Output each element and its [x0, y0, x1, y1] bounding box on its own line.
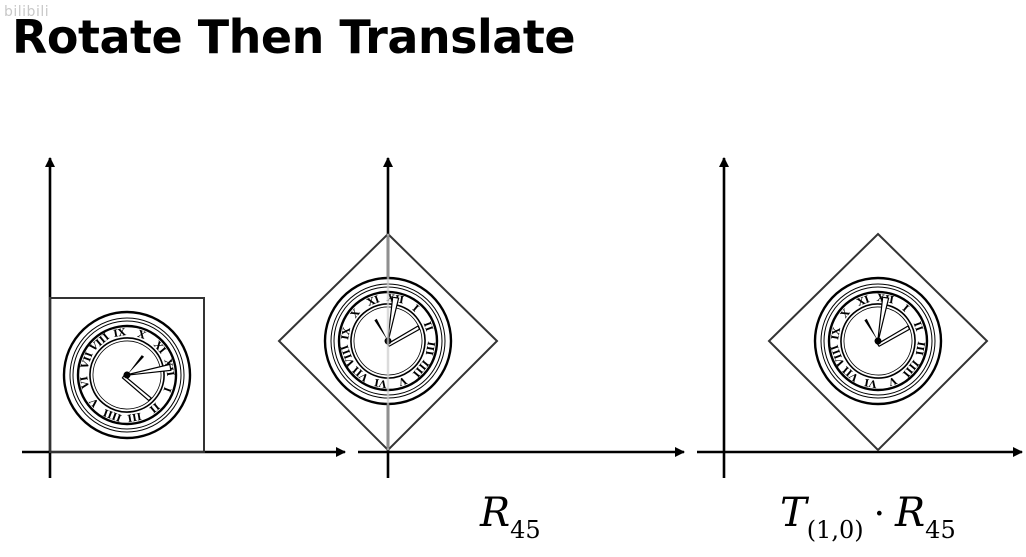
- clock-icon: [52, 300, 202, 450]
- translated-square: [767, 232, 989, 452]
- caption-operator: ·: [873, 494, 886, 535]
- caption-rotation-subscript: 45: [510, 516, 541, 544]
- caption-rotation-symbol: R: [480, 490, 511, 536]
- caption-translation-subscript: (1,0): [806, 516, 864, 544]
- caption-translate-rotate: T(1,0) · R45: [780, 490, 956, 544]
- panel-translated: [697, 157, 1023, 478]
- watermark-logo: bilibili: [4, 4, 50, 20]
- slide-title: Rotate Then Translate: [12, 10, 576, 64]
- panel-original: [22, 157, 346, 478]
- caption-rotation-symbol: R: [895, 490, 926, 536]
- caption-translation-symbol: T: [780, 490, 807, 536]
- unit-square: [49, 297, 205, 453]
- caption-rotation: R45: [480, 490, 541, 544]
- caption-rotation-subscript: 45: [925, 516, 956, 544]
- panel-rotated: [277, 157, 685, 478]
- clock-icon: [803, 266, 953, 416]
